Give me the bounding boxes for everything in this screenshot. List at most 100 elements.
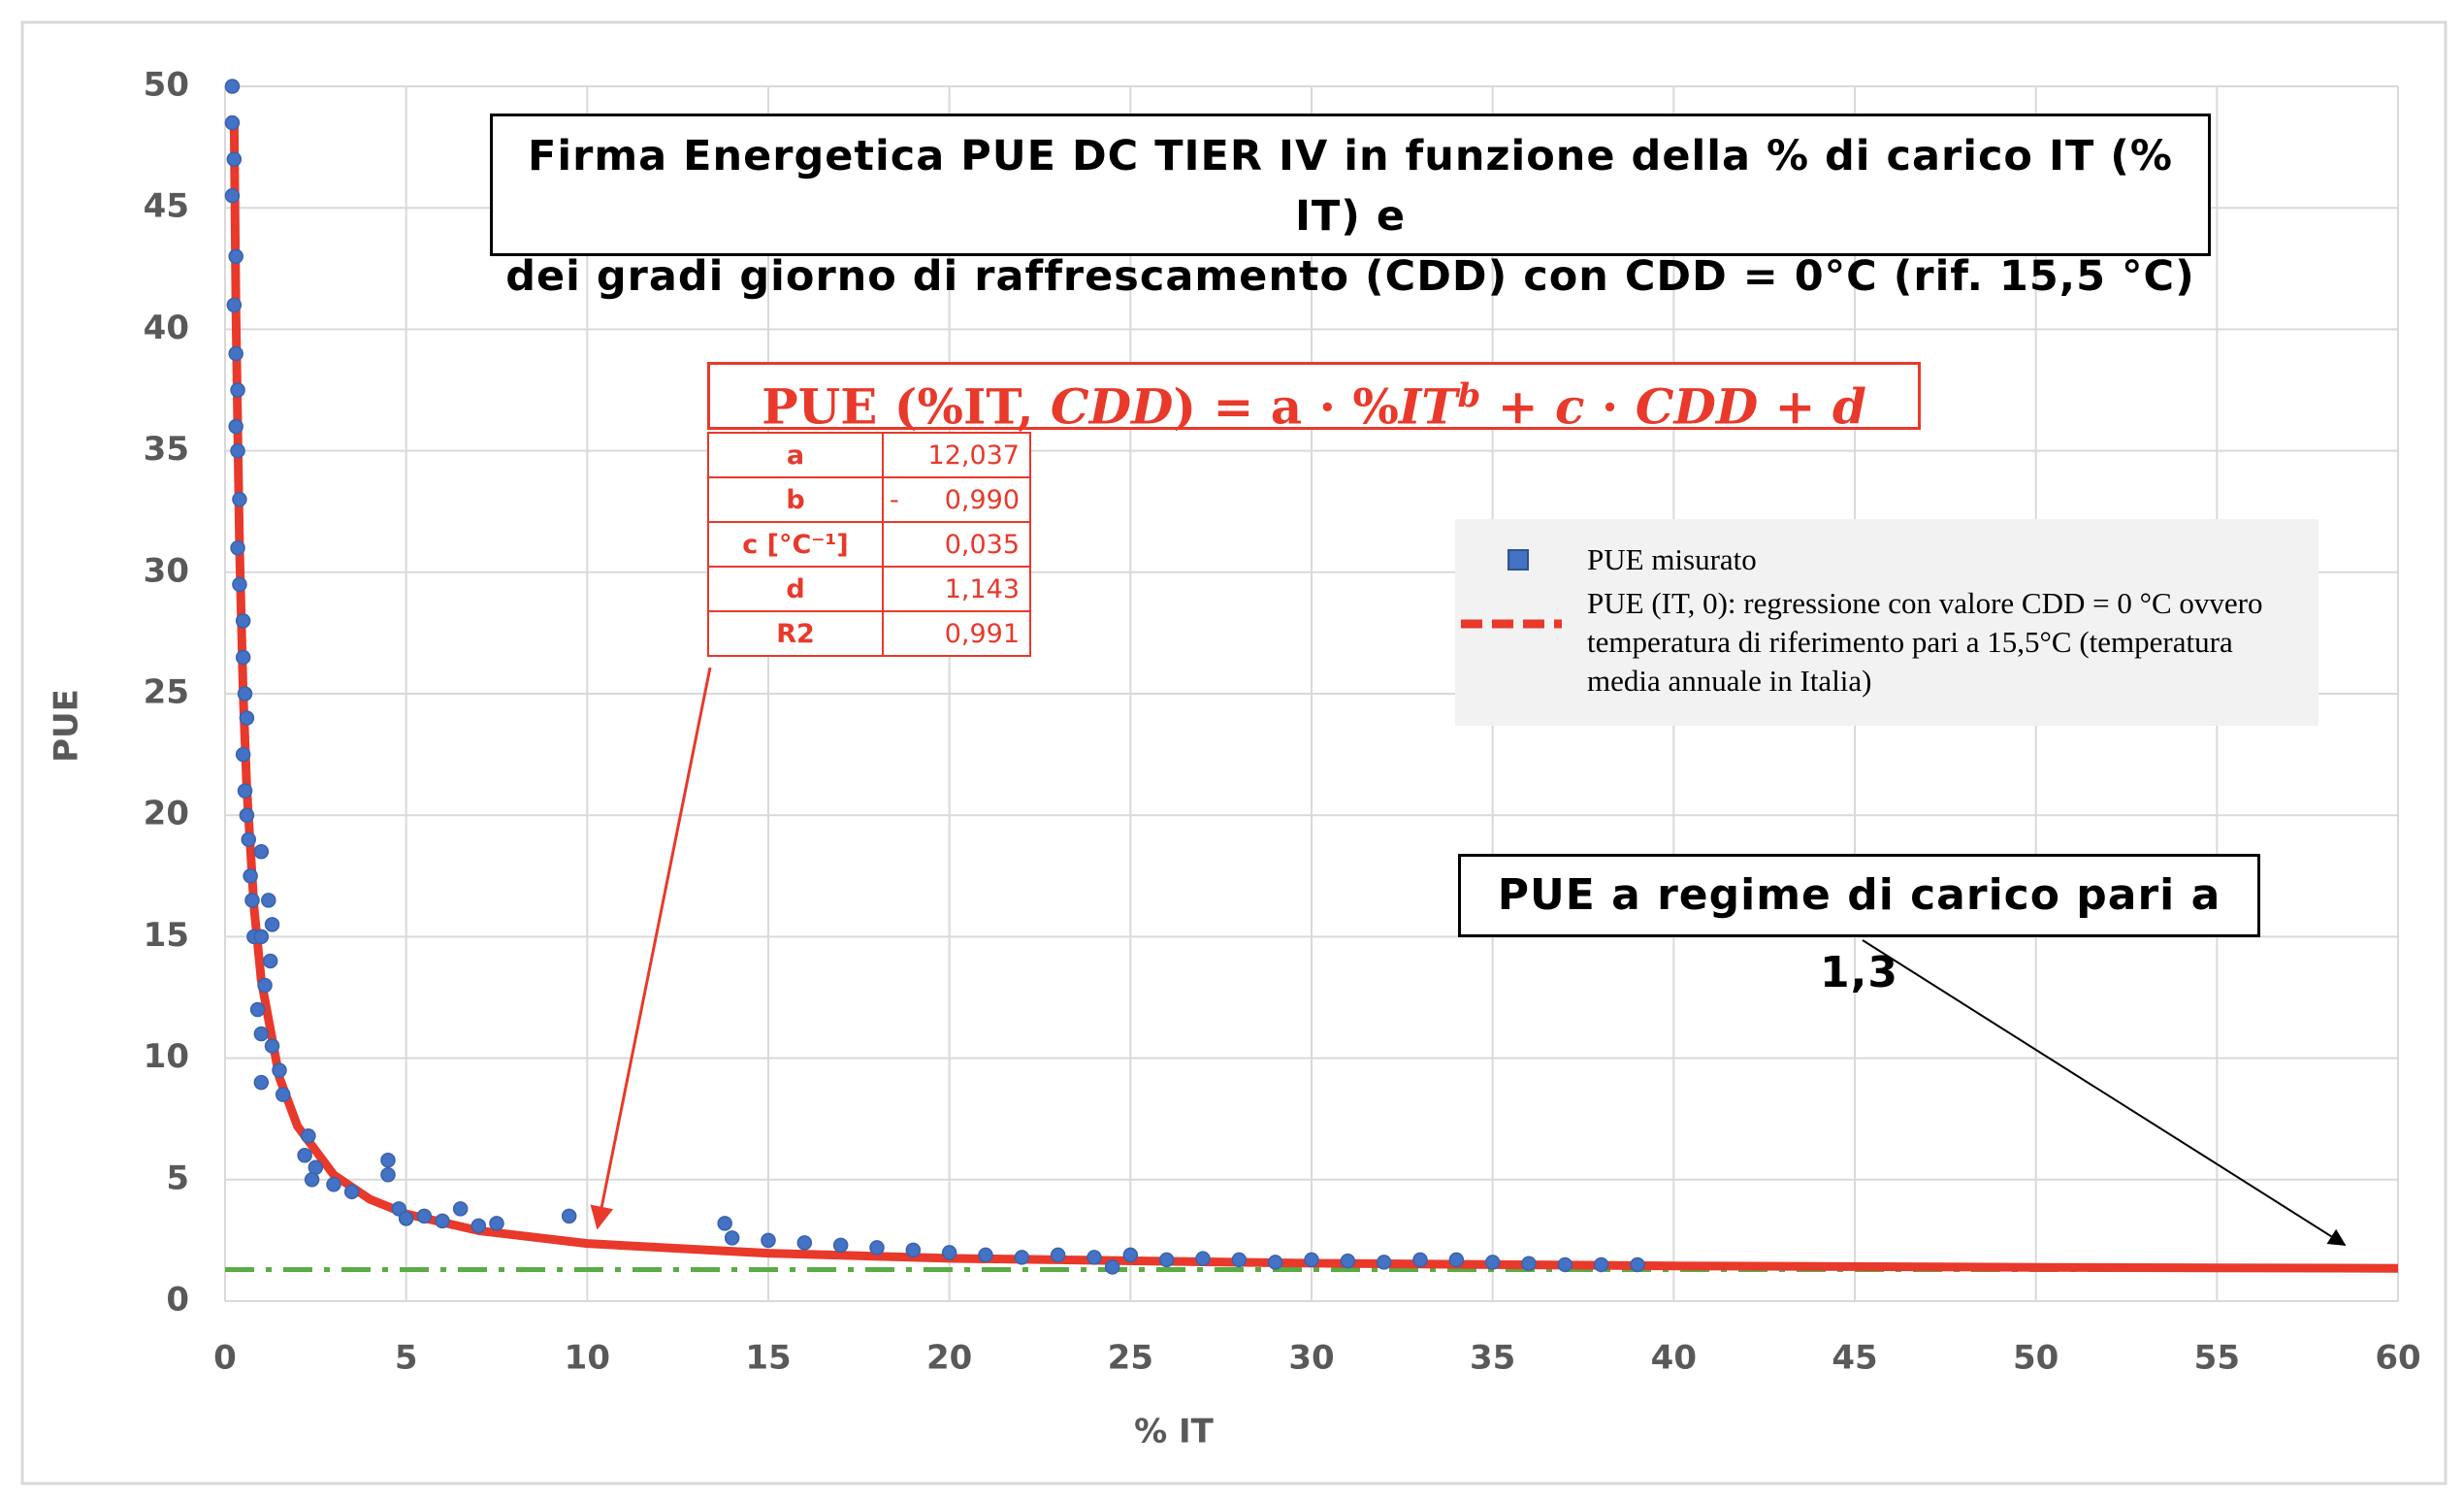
param-label: b bbox=[707, 476, 884, 523]
title-box: Firma Energetica PUE DC TIER IV in funzi… bbox=[490, 114, 2211, 301]
data-point bbox=[1557, 1256, 1573, 1273]
formula-part: d bbox=[1832, 377, 1866, 436]
data-point bbox=[262, 953, 278, 969]
data-point bbox=[230, 442, 245, 459]
data-point bbox=[869, 1240, 885, 1256]
legend-keys bbox=[1461, 549, 1562, 629]
param-value: 1,143 bbox=[882, 566, 1031, 612]
x-tick-label: 45 bbox=[1832, 1339, 1877, 1378]
data-point bbox=[561, 1208, 577, 1224]
data-point bbox=[272, 1062, 287, 1078]
data-point bbox=[1521, 1256, 1537, 1271]
data-point bbox=[230, 540, 245, 556]
formula-part: CDD bbox=[1635, 377, 1759, 436]
y-tick-label: 30 bbox=[144, 551, 189, 590]
param-value: 0,991 bbox=[882, 610, 1031, 657]
data-point bbox=[1304, 1252, 1319, 1268]
y-tick-label: 5 bbox=[166, 1158, 189, 1197]
data-point bbox=[1630, 1256, 1645, 1273]
data-point bbox=[297, 1148, 312, 1163]
y-tick-label: 25 bbox=[144, 673, 189, 712]
data-point bbox=[1448, 1252, 1465, 1268]
data-point bbox=[470, 1218, 487, 1234]
data-point bbox=[1231, 1252, 1248, 1268]
data-point bbox=[398, 1211, 414, 1226]
data-point bbox=[228, 345, 243, 362]
x-tick-label: 60 bbox=[2375, 1339, 2420, 1378]
param-sign: - bbox=[890, 484, 899, 515]
data-point bbox=[235, 613, 251, 629]
data-point bbox=[228, 418, 243, 435]
formula-part: IT bbox=[1398, 377, 1458, 436]
legend-label: PUE misurato bbox=[1587, 542, 1757, 576]
y-tick-label: 40 bbox=[144, 309, 189, 347]
x-tick-label: 35 bbox=[1470, 1339, 1515, 1378]
data-point bbox=[224, 79, 241, 94]
legend: PUE misurato PUE (IT, 0): regressione co… bbox=[1455, 519, 2318, 726]
legend-label: PUE (IT, 0): regressione con valore CDD … bbox=[1587, 586, 2263, 698]
param-value: 12,037 bbox=[882, 432, 1031, 478]
data-point bbox=[1158, 1252, 1175, 1268]
data-point bbox=[264, 917, 280, 932]
param-label: d bbox=[707, 566, 884, 612]
x-tick-label: 10 bbox=[565, 1339, 610, 1378]
formula: PUE (%IT, CDD) = a · %ITb + c · CDD + d bbox=[707, 362, 1921, 436]
x-tick-label: 15 bbox=[745, 1339, 791, 1378]
y-tick-label: 15 bbox=[144, 916, 189, 955]
data-point bbox=[416, 1208, 433, 1224]
data-point bbox=[1086, 1250, 1102, 1265]
x-tick-label: 25 bbox=[1108, 1339, 1153, 1378]
data-point bbox=[237, 783, 253, 799]
data-point bbox=[1484, 1255, 1501, 1270]
data-point bbox=[239, 710, 255, 726]
data-point bbox=[1593, 1256, 1609, 1273]
data-point bbox=[941, 1245, 957, 1260]
x-tick-label: 40 bbox=[1651, 1339, 1697, 1378]
data-point bbox=[724, 1230, 740, 1246]
x-tick-label: 55 bbox=[2194, 1339, 2240, 1378]
data-point bbox=[226, 297, 243, 313]
formula-part: b bbox=[1457, 376, 1481, 415]
data-point bbox=[832, 1237, 849, 1254]
data-point bbox=[243, 868, 258, 884]
data-point bbox=[343, 1184, 360, 1200]
data-point bbox=[228, 248, 243, 265]
data-point bbox=[232, 576, 247, 593]
data-point bbox=[261, 893, 276, 908]
x-tick-label: 20 bbox=[926, 1339, 972, 1378]
param-cell: - 0,990 bbox=[882, 476, 1031, 523]
y-tick-label: 35 bbox=[144, 430, 189, 469]
x-tick-label: 30 bbox=[1288, 1339, 1334, 1378]
data-point bbox=[235, 746, 251, 763]
data-point bbox=[1376, 1255, 1392, 1270]
data-point bbox=[1122, 1247, 1139, 1263]
data-point bbox=[235, 649, 251, 666]
param-value: 0,990 bbox=[944, 484, 1020, 515]
parameter-table: a 12,037 b - 0,990 c [°C⁻¹] 0,035 d 1,143 R2 0… bbox=[707, 432, 1031, 657]
x-tick-label: 50 bbox=[2013, 1339, 2059, 1378]
y-tick-label: 0 bbox=[166, 1281, 189, 1320]
param-label: c [°C⁻¹] bbox=[707, 521, 884, 568]
x-axis-label: % IT bbox=[1134, 1413, 1215, 1452]
param-label: a bbox=[707, 432, 884, 478]
data-point bbox=[224, 187, 241, 204]
formula-part: + bbox=[1758, 377, 1832, 436]
data-point bbox=[244, 893, 260, 908]
formula-part: CDD bbox=[1050, 377, 1174, 436]
y-axis-label: PUE bbox=[48, 689, 86, 763]
data-point bbox=[1104, 1259, 1120, 1275]
data-point bbox=[253, 929, 270, 945]
data-point bbox=[304, 1172, 320, 1188]
param-label: R2 bbox=[707, 610, 884, 657]
param-value: 0,035 bbox=[882, 521, 1031, 568]
data-point bbox=[380, 1167, 396, 1183]
data-point bbox=[1412, 1252, 1428, 1268]
data-point bbox=[232, 491, 247, 507]
data-point bbox=[275, 1087, 291, 1102]
data-point bbox=[489, 1216, 504, 1231]
data-point bbox=[224, 114, 241, 131]
data-point bbox=[905, 1242, 922, 1258]
chart-title: Firma Energetica PUE DC TIER IV in funzi… bbox=[528, 132, 2173, 241]
